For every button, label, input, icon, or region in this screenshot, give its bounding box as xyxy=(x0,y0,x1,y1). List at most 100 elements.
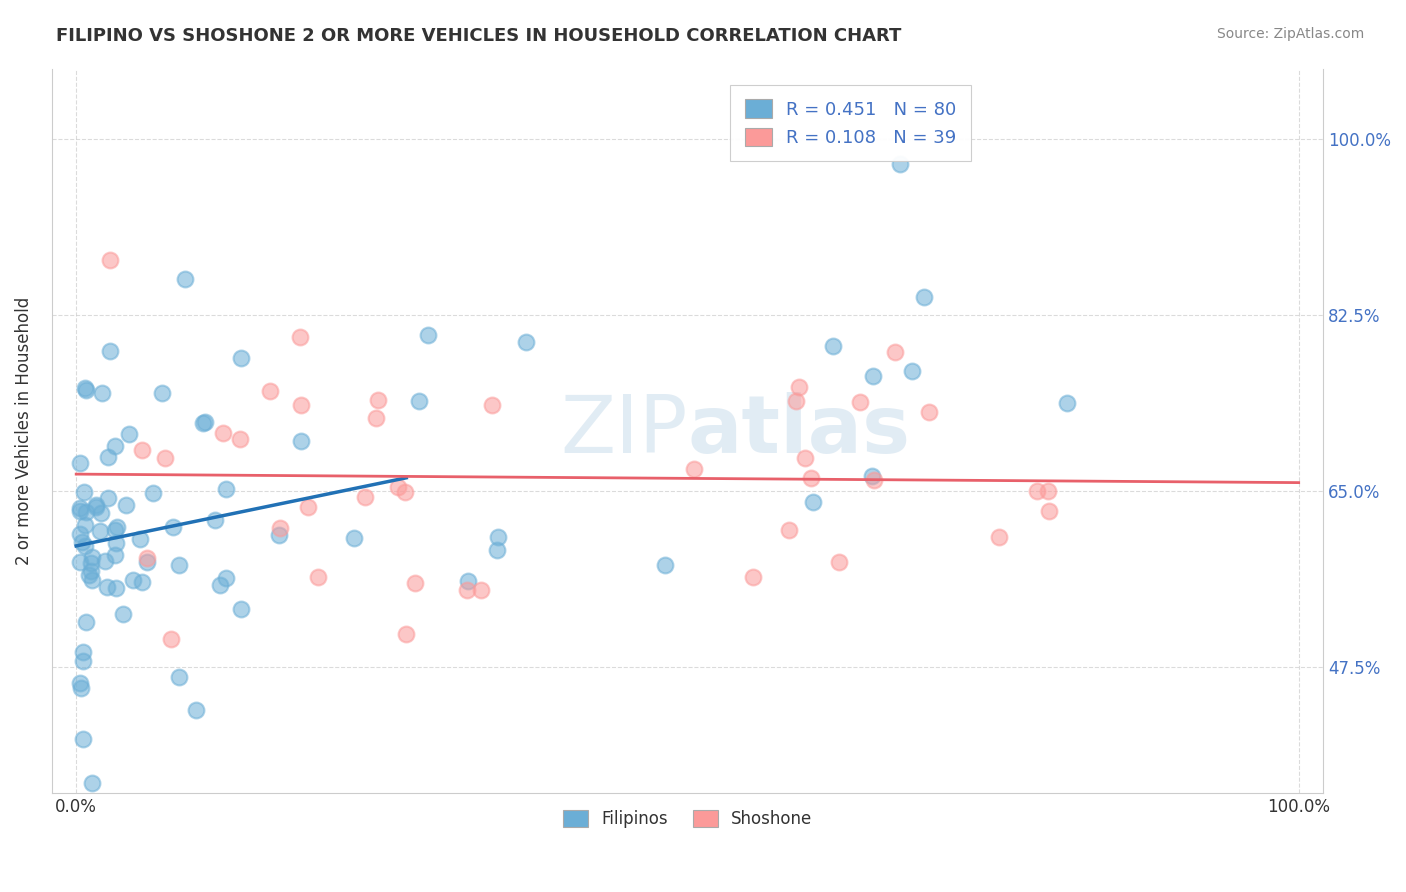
Point xyxy=(778,524,800,538)
Point xyxy=(153,450,176,465)
Point xyxy=(70,535,93,549)
Point xyxy=(72,731,94,746)
Point xyxy=(515,334,537,349)
Point xyxy=(69,526,91,541)
Point xyxy=(98,252,121,267)
Point xyxy=(174,272,197,286)
Point xyxy=(186,702,208,716)
Point xyxy=(80,573,103,587)
Point xyxy=(343,532,366,546)
Point xyxy=(863,474,886,488)
Point xyxy=(104,536,127,550)
Point xyxy=(828,556,851,570)
Point xyxy=(150,386,173,401)
Point xyxy=(485,543,508,558)
Point xyxy=(80,775,103,789)
Point xyxy=(80,556,103,570)
Point xyxy=(159,632,181,646)
Point xyxy=(229,351,252,366)
Point xyxy=(131,575,153,590)
Point xyxy=(862,368,884,383)
Point xyxy=(97,450,120,464)
Point xyxy=(104,548,127,562)
Point xyxy=(481,398,503,412)
Point xyxy=(73,484,96,499)
Point xyxy=(418,328,440,343)
Point xyxy=(105,582,128,596)
Point xyxy=(290,398,312,412)
Point xyxy=(75,615,97,629)
Point xyxy=(785,394,807,409)
Point xyxy=(654,558,676,573)
Point xyxy=(269,521,291,535)
Point xyxy=(69,504,91,518)
Point xyxy=(129,532,152,546)
Point xyxy=(72,645,94,659)
Point xyxy=(209,577,232,591)
Text: Source: ZipAtlas.com: Source: ZipAtlas.com xyxy=(1216,27,1364,41)
Point xyxy=(135,551,157,566)
Point xyxy=(69,676,91,690)
Point xyxy=(229,432,252,446)
Point xyxy=(89,524,111,538)
Point xyxy=(1056,395,1078,409)
Text: atlas: atlas xyxy=(688,392,911,469)
Point xyxy=(77,568,100,582)
Point xyxy=(683,461,706,475)
Point xyxy=(73,539,96,553)
Point xyxy=(98,344,121,359)
Point xyxy=(162,520,184,534)
Point xyxy=(394,484,416,499)
Point xyxy=(118,427,141,442)
Point xyxy=(367,393,389,408)
Point xyxy=(73,381,96,395)
Point xyxy=(69,456,91,470)
Point xyxy=(73,518,96,533)
Point xyxy=(457,582,479,597)
Point xyxy=(408,394,430,409)
Point xyxy=(135,555,157,569)
Point xyxy=(204,513,226,527)
Legend: Filipinos, Shoshone: Filipinos, Shoshone xyxy=(555,804,818,835)
Point xyxy=(387,480,409,494)
Point xyxy=(94,554,117,568)
Point xyxy=(96,581,118,595)
Point xyxy=(104,439,127,453)
Point xyxy=(75,383,97,397)
Point xyxy=(75,505,97,519)
Y-axis label: 2 or more Vehicles in Household: 2 or more Vehicles in Household xyxy=(15,296,32,565)
Point xyxy=(121,573,143,587)
Point xyxy=(211,426,233,441)
Text: FILIPINO VS SHOSHONE 2 OR MORE VEHICLES IN HOUSEHOLD CORRELATION CHART: FILIPINO VS SHOSHONE 2 OR MORE VEHICLES … xyxy=(56,27,901,45)
Point xyxy=(215,571,238,585)
Point xyxy=(457,574,479,589)
Point xyxy=(860,469,883,483)
Point xyxy=(69,555,91,569)
Point xyxy=(307,570,329,584)
Point xyxy=(267,528,290,542)
Point xyxy=(470,582,492,597)
Point xyxy=(97,491,120,505)
Point xyxy=(883,345,905,359)
Point xyxy=(69,681,91,695)
Point xyxy=(82,549,104,564)
Point xyxy=(297,500,319,515)
Point xyxy=(193,416,215,430)
Point xyxy=(104,523,127,537)
Point xyxy=(917,405,939,419)
Point xyxy=(900,364,922,378)
Point xyxy=(787,379,810,393)
Point xyxy=(131,442,153,457)
Point xyxy=(84,500,107,515)
Point xyxy=(889,157,911,171)
Point xyxy=(84,498,107,512)
Point xyxy=(404,575,426,590)
Point xyxy=(354,490,377,504)
Point xyxy=(486,530,509,544)
Point xyxy=(167,670,190,684)
Point xyxy=(231,602,253,616)
Point xyxy=(69,500,91,515)
Point xyxy=(395,627,418,641)
Point xyxy=(741,569,763,583)
Point xyxy=(259,384,281,398)
